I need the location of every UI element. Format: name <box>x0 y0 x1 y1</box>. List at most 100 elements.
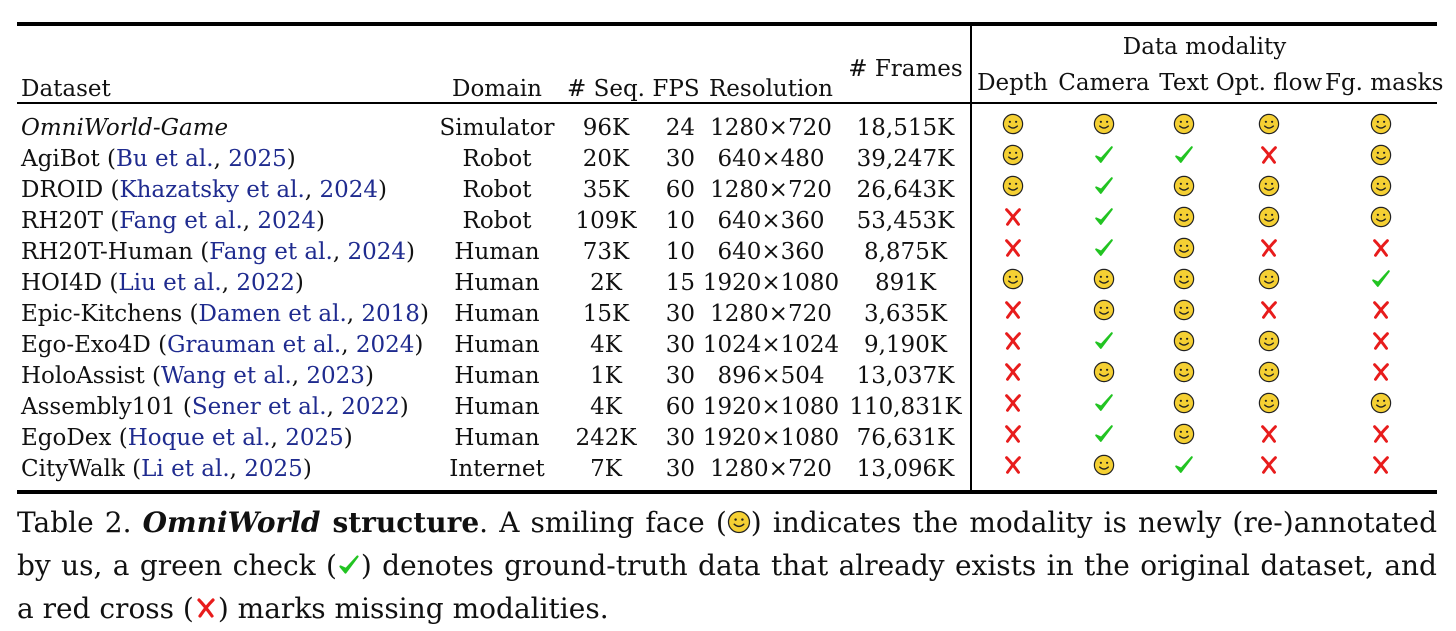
header-modality-fg-masks: Fg. masks <box>1325 70 1444 96</box>
cell-domain: Human <box>454 238 540 265</box>
citation-year-link[interactable]: 2023 <box>306 362 365 389</box>
caption-title-rest: structure <box>332 506 480 539</box>
cell-modality-3 <box>1213 422 1325 453</box>
cell-modality-3 <box>1213 360 1325 391</box>
cell-modality-1 <box>1053 360 1155 391</box>
cell-modality-4 <box>1325 453 1437 490</box>
table-row: Ego-Exo4D (Grauman et al., 2024) Human 4K 3… <box>17 329 1437 360</box>
citation-link[interactable]: Bu et al. <box>115 145 214 172</box>
smile-icon <box>1370 392 1392 422</box>
citation-link[interactable]: Sener et al. <box>191 393 327 420</box>
check-icon <box>1093 206 1115 236</box>
citation-year-link[interactable]: 2024 <box>347 238 406 265</box>
citation-year-link[interactable]: 2025 <box>244 455 303 482</box>
cross-icon <box>194 590 218 631</box>
smile-icon <box>1173 392 1195 422</box>
table-row: OmniWorld-Game Simulator 96K 24 1280×720 18,5… <box>17 104 1437 143</box>
cell-seq: 73K <box>582 238 630 265</box>
check-icon <box>1093 423 1115 453</box>
cell-modality-3 <box>1213 174 1325 205</box>
caption-text-4: ) marks missing modalities. <box>217 592 609 625</box>
citation-year-link[interactable]: 2025 <box>228 145 287 172</box>
citation-year-link[interactable]: 2024 <box>257 207 316 234</box>
cell-domain: Human <box>454 362 540 389</box>
cell-modality-2 <box>1155 360 1213 391</box>
table-row: RH20T-Human (Fang et al., 2024) Human 73K 1… <box>17 236 1437 267</box>
table-row: Epic-Kitchens (Damen et al., 2018) Human 1… <box>17 298 1437 329</box>
cell-seq: 109K <box>575 207 637 234</box>
dataset-name: EgoDex <box>21 424 112 451</box>
cell-resolution: 896×504 <box>717 362 825 389</box>
header-modality-opt-flow: Opt. flow <box>1215 70 1323 96</box>
citation-year-link[interactable]: 2018 <box>361 300 420 327</box>
cell-dataset: DROID (Khazatsky et al., 2024) <box>21 176 387 203</box>
cell-frames: 76,631K <box>856 424 955 451</box>
table-caption: Table 2. OmniWorld structure. A smiling … <box>17 502 1437 631</box>
cell-modality-3 <box>1213 205 1325 236</box>
dataset-name: RH20T-Human <box>21 238 193 265</box>
dataset-name: Ego-Exo4D <box>21 331 151 358</box>
citation-link[interactable]: Wang et al. <box>161 362 292 389</box>
cell-modality-3 <box>1213 143 1325 174</box>
table-row: CityWalk (Li et al., 2025) Internet 7K 30 12… <box>17 453 1437 490</box>
cell-modality-4 <box>1325 205 1437 236</box>
table-row: EgoDex (Hoque et al., 2025) Human 242K 30 19… <box>17 422 1437 453</box>
citation-year-link[interactable]: 2022 <box>236 269 295 296</box>
cell-resolution: 1920×1080 <box>702 424 840 451</box>
cell-fps: 60 <box>665 393 695 420</box>
check-icon <box>1093 175 1115 205</box>
citation-link[interactable]: Grauman et al. <box>167 331 342 358</box>
cell-frames: 18,515K <box>856 114 955 141</box>
cross-icon <box>1370 361 1392 391</box>
smile-icon <box>1370 144 1392 174</box>
cell-modality-0 <box>970 298 1053 329</box>
cell-resolution: 1920×1080 <box>702 269 840 296</box>
cell-seq: 7K <box>590 455 622 482</box>
cell-modality-1 <box>1053 143 1155 174</box>
dataset-name: HOI4D <box>21 269 103 296</box>
cell-modality-0 <box>970 205 1053 236</box>
citation-link[interactable]: Fang et al. <box>209 238 333 265</box>
citation-link[interactable]: Hoque et al. <box>127 424 271 451</box>
smile-icon <box>1370 113 1392 143</box>
cell-modality-2 <box>1155 329 1213 360</box>
cell-modality-4 <box>1325 298 1437 329</box>
citation-link[interactable]: Liu et al. <box>118 269 222 296</box>
cell-domain: Human <box>454 424 540 451</box>
table-row: AgiBot (Bu et al., 2025) Robot 20K 30 640×48… <box>17 143 1437 174</box>
citation-year-link[interactable]: 2024 <box>319 176 378 203</box>
cell-domain: Human <box>454 300 540 327</box>
smile-icon <box>1002 175 1024 205</box>
dataset-name: Epic-Kitchens <box>21 300 183 327</box>
cell-fps: 10 <box>665 238 695 265</box>
header-resolution: Resolution <box>708 76 833 102</box>
cell-modality-0 <box>970 422 1053 453</box>
cell-modality-4 <box>1325 174 1437 205</box>
cell-modality-1 <box>1053 174 1155 205</box>
citation-year-link[interactable]: 2024 <box>355 331 415 358</box>
dataset-name: HoloAssist <box>21 362 145 389</box>
smile-icon <box>1093 299 1115 329</box>
citation-year-link[interactable]: 2025 <box>285 424 344 451</box>
citation-year-link[interactable]: 2022 <box>341 393 400 420</box>
cell-resolution: 1920×1080 <box>702 393 840 420</box>
cell-modality-3 <box>1213 329 1325 360</box>
cross-icon <box>1370 454 1392 484</box>
citation-link[interactable]: Fang et al. <box>119 207 243 234</box>
cell-frames: 891K <box>874 269 937 296</box>
cell-domain: Human <box>454 269 540 296</box>
cell-resolution: 1280×720 <box>710 114 832 141</box>
cell-seq: 4K <box>590 331 622 358</box>
smile-icon <box>1173 299 1195 329</box>
cross-icon <box>1002 330 1024 360</box>
smile-icon <box>1002 268 1024 298</box>
caption-text-3: ) denotes ground-truth data that already… <box>17 549 1437 625</box>
citation-link[interactable]: Li et al. <box>141 455 230 482</box>
cell-modality-0 <box>970 453 1053 490</box>
citation-link[interactable]: Damen et al. <box>198 300 347 327</box>
smile-icon <box>1258 361 1280 391</box>
cell-domain: Internet <box>449 455 545 482</box>
citation-link[interactable]: Khazatsky et al. <box>119 176 305 203</box>
cell-modality-0 <box>970 267 1053 298</box>
table-row: RH20T (Fang et al., 2024) Robot 109K 10 640×… <box>17 205 1437 236</box>
